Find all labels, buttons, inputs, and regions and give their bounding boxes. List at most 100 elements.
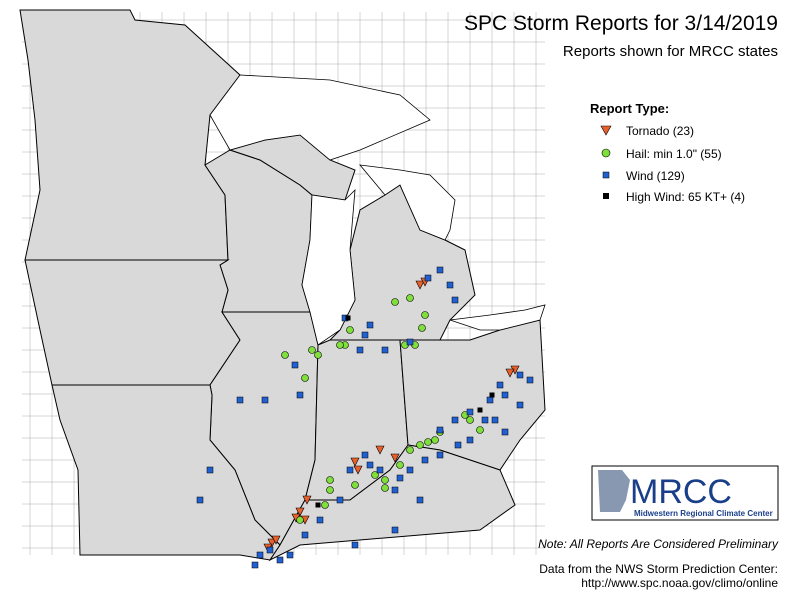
wind-report	[356, 346, 364, 354]
logo-full-name: Midwestern Regional Climate Center	[634, 509, 773, 518]
high-wind-icon	[603, 193, 609, 199]
subtitle: Reports shown for MRCC states	[563, 43, 778, 60]
hail-report	[314, 351, 322, 359]
wind-report	[366, 461, 374, 469]
hail-report	[406, 446, 414, 454]
tornado-report	[353, 465, 363, 475]
tornado-report	[295, 507, 305, 517]
minnesota	[19, 9, 241, 261]
wind-report	[466, 408, 474, 416]
wind-report	[286, 551, 294, 559]
tornado-report	[375, 445, 385, 455]
wind-report	[424, 274, 432, 282]
wind-report	[346, 466, 354, 474]
source-url: http://www.spc.noaa.gov/climo/online	[581, 576, 778, 590]
legend-item: High Wind: 65 KT+ (4)	[626, 190, 745, 204]
tornado-report	[505, 368, 515, 378]
legend-item: Tornado (23)	[626, 124, 694, 138]
hail-report	[424, 438, 432, 446]
wind-report	[516, 401, 524, 409]
hail-report	[308, 346, 316, 354]
wind-report	[501, 391, 509, 399]
high-wind-report	[489, 392, 495, 398]
hail-report	[381, 476, 389, 484]
hail-report	[346, 326, 354, 334]
wind-report	[361, 331, 369, 339]
tornado-report	[271, 535, 281, 545]
hail-report	[321, 501, 329, 509]
wind-report	[266, 546, 274, 554]
logo-name: MRCC	[630, 473, 732, 511]
wind-report	[296, 391, 304, 399]
tornado-report	[350, 457, 360, 467]
wind-report	[396, 474, 404, 482]
logo-map	[598, 470, 630, 512]
wind-report	[256, 551, 264, 559]
wind-report	[316, 516, 324, 524]
wind-report	[436, 451, 444, 459]
wind-report	[276, 556, 284, 564]
wind-report	[361, 451, 369, 459]
wind-report	[236, 396, 244, 404]
legend-item: Hail: min 1.0" (55)	[626, 147, 722, 161]
storm-reports	[196, 266, 534, 569]
wind-report	[466, 436, 474, 444]
legend-title: Report Type:	[590, 101, 669, 116]
tornado-report	[302, 495, 312, 505]
wind-report	[496, 381, 504, 389]
title: SPC Storm Reports for 3/14/2019	[464, 12, 778, 35]
note: Note: All Reports Are Considered Prelimi…	[538, 537, 779, 551]
wind-report	[261, 396, 269, 404]
wind-report	[526, 376, 534, 384]
wind-icon	[602, 171, 610, 179]
hail-icon	[601, 148, 611, 158]
wind-report	[454, 441, 462, 449]
lakes	[209, 74, 546, 346]
hail-report	[381, 484, 389, 492]
hail-report	[326, 476, 334, 484]
tornado-icon	[600, 125, 612, 136]
hail-report	[406, 294, 414, 302]
tornado-report	[267, 538, 277, 548]
wind-report	[376, 466, 384, 474]
hail-report	[281, 351, 289, 359]
wind-report	[391, 486, 399, 494]
wind-report	[336, 496, 344, 504]
wind-report	[416, 496, 424, 504]
hail-report	[351, 481, 359, 489]
lake-huron	[359, 164, 456, 241]
high-wind-report	[345, 315, 351, 321]
hail-report	[336, 341, 344, 349]
source-line: Data from the NWS Storm Prediction Cente…	[539, 562, 778, 576]
hail-report	[296, 516, 304, 524]
hail-report	[466, 416, 474, 424]
tornado-report	[415, 280, 425, 290]
iowa	[24, 259, 241, 386]
wind-report	[436, 426, 444, 434]
wind-report	[251, 561, 259, 569]
hail-report	[421, 311, 429, 319]
wind-report	[366, 321, 374, 329]
lake-erie	[449, 304, 546, 331]
wind-report	[391, 526, 399, 534]
high-wind-report	[477, 407, 483, 413]
wind-report	[451, 416, 459, 424]
wind-report	[481, 416, 489, 424]
wind-report	[516, 371, 524, 379]
high-wind-report	[315, 502, 321, 508]
lake-superior	[209, 74, 431, 161]
tornado-report	[390, 453, 400, 463]
wind-report	[351, 541, 359, 549]
hail-report	[396, 461, 404, 469]
wind-report	[406, 338, 414, 346]
wind-report	[291, 361, 299, 369]
mrcc-logo: MRCC Midwestern Regional Climate Center	[591, 465, 779, 521]
states	[19, 9, 546, 562]
wind-report	[301, 531, 309, 539]
wind-report	[446, 281, 454, 289]
legend-item: Wind (129)	[626, 169, 685, 183]
lake-michigan	[301, 188, 356, 346]
hail-report	[418, 324, 426, 332]
hail-report	[326, 486, 334, 494]
